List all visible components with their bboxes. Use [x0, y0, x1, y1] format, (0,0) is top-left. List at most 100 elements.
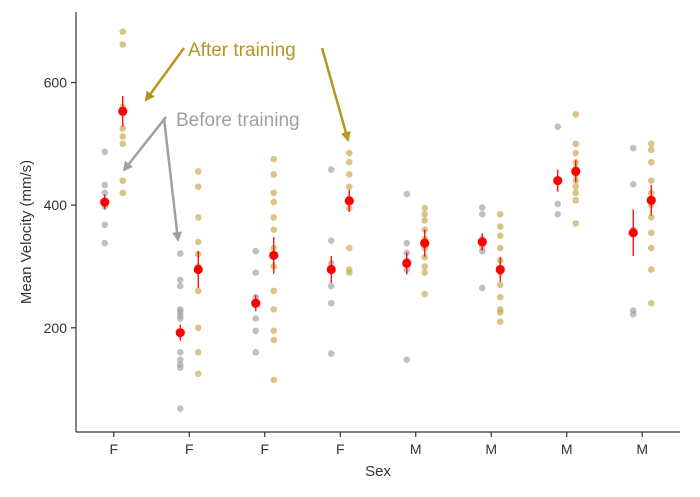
data-point-after [421, 204, 429, 212]
mean-point-before [477, 237, 487, 247]
data-point-before [101, 239, 109, 247]
data-point-after [647, 146, 655, 154]
data-point-after [496, 281, 504, 289]
points-layer [101, 28, 655, 413]
data-point-before [176, 315, 184, 322]
data-point-before [478, 211, 486, 218]
data-point-after [647, 214, 655, 221]
data-point-after [496, 232, 504, 240]
data-point-before [327, 299, 335, 307]
mean-point-after [193, 264, 203, 275]
data-point-after [496, 244, 504, 252]
data-point-after [119, 177, 127, 184]
mean-point-after [344, 196, 354, 206]
mean-point-after [571, 166, 581, 177]
data-point-before [629, 144, 637, 152]
data-point-before [478, 204, 486, 211]
before-training-label: Before training [176, 110, 300, 131]
data-point-after [572, 183, 580, 191]
x-tick-label: M [485, 441, 497, 457]
data-point-before [327, 166, 335, 173]
data-point-after [345, 158, 353, 166]
data-point-after [647, 158, 655, 166]
mean-point-before [100, 197, 110, 207]
data-point-after [421, 290, 429, 298]
data-point-after [119, 140, 127, 148]
data-point-after [647, 266, 655, 273]
before-training-arrow-left [122, 116, 167, 172]
x-axis-label: Sex [365, 463, 391, 480]
data-point-before [101, 181, 109, 189]
data-point-after [270, 376, 278, 384]
data-point-after [421, 269, 429, 276]
data-point-after [119, 28, 127, 35]
data-point-before [101, 221, 109, 229]
x-tick-label: F [185, 441, 194, 457]
data-point-after [572, 189, 580, 197]
data-point-after [647, 177, 655, 184]
mean-point-before [175, 328, 185, 338]
data-point-after [270, 327, 278, 335]
mean-point-after [118, 106, 128, 116]
data-point-before [252, 315, 260, 322]
y-axis-ticks: 200 400 600 [44, 75, 76, 336]
after-training-arrow-left [144, 47, 186, 102]
data-point-after [194, 214, 202, 221]
mean-point-before [628, 228, 638, 238]
data-point-before [252, 327, 260, 335]
data-point-before [478, 284, 486, 292]
data-point-after [119, 133, 127, 140]
data-point-after [194, 238, 202, 246]
data-point-after [194, 183, 202, 191]
data-point-after [270, 214, 278, 221]
data-point-after [647, 229, 655, 237]
x-tick-label: F [260, 441, 269, 457]
data-point-after [194, 370, 202, 378]
x-tick-label: F [109, 441, 118, 457]
data-point-after [647, 299, 655, 307]
data-point-before [403, 190, 411, 198]
x-tick-label: M [410, 441, 422, 457]
data-point-before [176, 356, 184, 363]
data-point-after [572, 149, 580, 157]
data-point-after [119, 41, 127, 48]
data-point-after [345, 171, 353, 178]
data-point-before [629, 180, 637, 188]
data-point-before [327, 350, 335, 357]
data-point-after [496, 211, 504, 218]
y-tick-label: 600 [44, 75, 68, 91]
data-point-after [496, 318, 504, 325]
data-point-after [572, 111, 580, 118]
mean-point-after [269, 250, 279, 261]
x-tick-label: M [561, 441, 573, 457]
mean-point-after [420, 238, 430, 248]
data-point-after [496, 293, 504, 301]
data-point-before [554, 200, 562, 208]
data-point-after [345, 183, 353, 191]
data-point-after [496, 223, 504, 230]
after-training-label: After training [188, 40, 296, 61]
data-point-after [572, 220, 580, 227]
data-point-after [270, 306, 278, 313]
data-point-after [572, 140, 580, 148]
data-point-before [629, 310, 637, 318]
x-tick-label: M [636, 441, 648, 457]
data-point-after [647, 244, 655, 252]
x-tick-label: F [336, 441, 345, 457]
data-point-after [270, 226, 278, 233]
data-point-before [554, 211, 562, 218]
data-point-after [270, 171, 278, 178]
means-layer [100, 96, 656, 341]
data-point-after [194, 287, 202, 295]
annotation-before-training: Before training [122, 110, 300, 242]
data-point-after [496, 309, 504, 316]
y-tick-label: 400 [44, 197, 68, 213]
data-point-after [270, 189, 278, 197]
data-point-before [554, 123, 562, 130]
mean-point-before [251, 298, 261, 308]
data-point-after [194, 324, 202, 332]
data-point-before [176, 282, 184, 290]
mean-point-after [495, 264, 505, 275]
data-point-after [647, 140, 655, 148]
